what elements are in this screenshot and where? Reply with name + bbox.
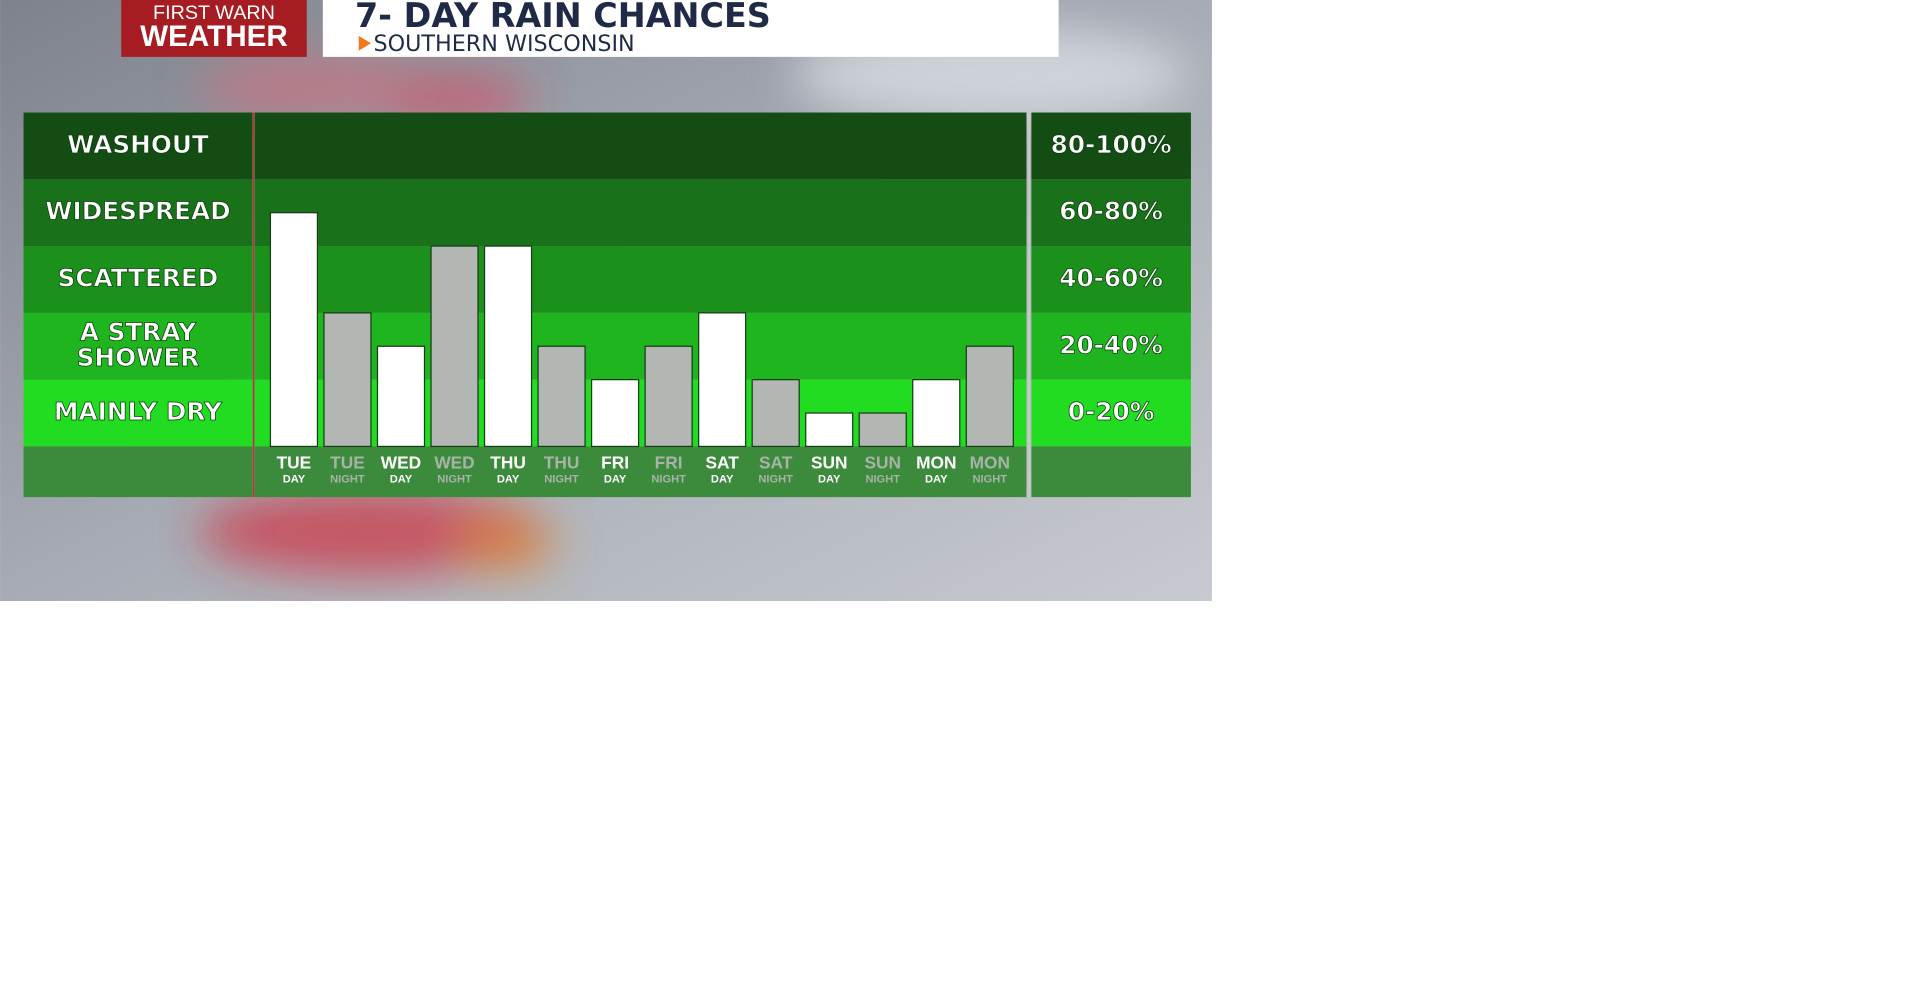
bar: [858, 412, 907, 448]
x-tick-sublabel: DAY: [925, 474, 948, 486]
chart-title: 7- DAY RAIN CHANCES: [355, 0, 771, 35]
x-tick-sublabel: DAY: [818, 474, 841, 486]
x-tick-sublabel: NIGHT: [651, 474, 686, 486]
band: [254, 246, 1027, 313]
bar: [965, 345, 1014, 448]
x-tick-label: SAT: [759, 452, 793, 472]
bar: [323, 312, 372, 448]
axis-row: [1031, 446, 1191, 498]
bar: [537, 345, 586, 448]
bar: [805, 412, 854, 448]
band-range-bg: [1031, 379, 1191, 447]
x-tick-label: WED: [434, 452, 474, 472]
bar: [644, 345, 693, 448]
band-range-bg: [1031, 246, 1191, 313]
bar: [751, 379, 800, 448]
band-label-bg: [23, 179, 253, 247]
band: [254, 179, 1027, 247]
graphic: FIRST WARN WEATHER 7- DAY RAIN CHANCES S…: [0, 0, 1212, 601]
axis-row: [23, 446, 253, 498]
x-tick-sublabel: NIGHT: [865, 474, 900, 486]
x-tick-label: SAT: [705, 452, 739, 472]
logo-box: [121, 0, 307, 57]
band-range: 40-60%: [1059, 263, 1163, 292]
chart-subtitle: SOUTHERN WISCONSIN: [374, 31, 635, 57]
band-label: A STRAY: [80, 317, 197, 346]
bar: [269, 212, 319, 448]
bar: [376, 345, 426, 448]
band-label: WIDESPREAD: [45, 197, 230, 226]
x-tick-label: SUN: [811, 452, 848, 472]
band-label: SCATTERED: [58, 263, 219, 292]
band-label-bg: [23, 246, 253, 313]
band-label-bg: [23, 112, 253, 180]
x-tick-sublabel: DAY: [283, 474, 306, 486]
x-tick-label: TUE: [330, 452, 365, 472]
bar: [698, 312, 747, 448]
x-tick-sublabel: NIGHT: [437, 474, 472, 486]
band-range-bg: [1031, 112, 1191, 180]
logo-text: WEATHER: [140, 20, 288, 53]
band-range: 0-20%: [1068, 397, 1155, 426]
band: [254, 112, 1027, 180]
x-tick-sublabel: DAY: [711, 474, 734, 486]
x-tick-label: SUN: [864, 452, 901, 472]
bar: [483, 245, 533, 448]
x-tick-sublabel: NIGHT: [330, 474, 365, 486]
logo-text: FIRST WARN: [153, 2, 275, 24]
band-label-bg: [23, 379, 253, 447]
x-tick-sublabel: NIGHT: [973, 474, 1008, 486]
x-tick-label: WED: [381, 452, 421, 472]
band-range: 20-40%: [1059, 330, 1163, 359]
x-tick-sublabel: DAY: [390, 474, 413, 486]
band-range-bg: [1031, 312, 1191, 380]
band-range-bg: [1031, 179, 1191, 247]
x-tick-label: THU: [544, 452, 580, 472]
x-tick-label: FRI: [655, 452, 683, 472]
bar: [590, 379, 640, 448]
band-label-bg: [23, 312, 253, 380]
x-tick-sublabel: DAY: [604, 474, 627, 486]
x-tick-label: MON: [916, 452, 956, 472]
subtitle-arrow: [358, 35, 372, 51]
x-tick-label: TUE: [277, 452, 312, 472]
x-tick-label: THU: [490, 452, 526, 472]
x-tick-label: FRI: [601, 452, 629, 472]
bar: [430, 245, 479, 448]
title-box: [322, 0, 1059, 57]
band-range: 80-100%: [1051, 130, 1172, 159]
x-tick-sublabel: DAY: [497, 474, 520, 486]
band-label: SHOWER: [77, 343, 200, 372]
x-tick-label: MON: [970, 452, 1010, 472]
axis-row: [254, 446, 1027, 498]
band-label: WASHOUT: [67, 130, 209, 159]
band-range: 60-80%: [1059, 197, 1163, 226]
x-tick-sublabel: NIGHT: [544, 474, 579, 486]
bar: [912, 379, 961, 448]
band-label: MAINLY DRY: [54, 397, 223, 426]
x-tick-sublabel: NIGHT: [758, 474, 793, 486]
